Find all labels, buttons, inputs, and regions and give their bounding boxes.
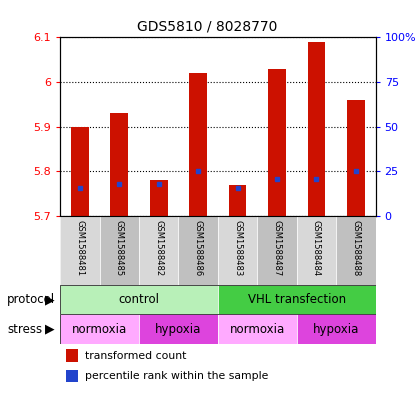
Text: ▶: ▶ xyxy=(44,293,54,306)
Bar xyxy=(297,216,336,285)
Text: GSM1588488: GSM1588488 xyxy=(352,220,360,276)
Bar xyxy=(60,314,139,344)
Bar xyxy=(66,349,78,362)
Text: GSM1588484: GSM1588484 xyxy=(312,220,321,276)
Bar xyxy=(218,314,297,344)
Bar xyxy=(110,113,128,216)
Text: hypoxia: hypoxia xyxy=(313,323,359,336)
Text: GSM1588481: GSM1588481 xyxy=(76,220,84,276)
Text: normoxia: normoxia xyxy=(229,323,285,336)
Bar xyxy=(100,216,139,285)
Bar xyxy=(178,216,218,285)
Bar xyxy=(336,216,376,285)
Bar xyxy=(347,100,365,216)
Text: GSM1588485: GSM1588485 xyxy=(115,220,124,276)
Text: GSM1588487: GSM1588487 xyxy=(273,220,281,276)
Bar xyxy=(139,314,218,344)
Text: transformed count: transformed count xyxy=(85,351,187,361)
Bar xyxy=(60,216,100,285)
Bar xyxy=(150,180,168,216)
Bar xyxy=(139,216,178,285)
Bar xyxy=(71,127,89,216)
Text: stress: stress xyxy=(7,323,42,336)
Bar xyxy=(308,42,325,216)
Bar xyxy=(218,216,257,285)
Text: VHL transfection: VHL transfection xyxy=(248,293,346,306)
Bar xyxy=(257,216,297,285)
Bar xyxy=(218,285,376,314)
Text: GSM1588483: GSM1588483 xyxy=(233,220,242,276)
Bar xyxy=(60,285,218,314)
Bar xyxy=(66,370,78,382)
Text: normoxia: normoxia xyxy=(72,323,127,336)
Text: protocol: protocol xyxy=(7,293,55,306)
Bar xyxy=(268,69,286,216)
Bar xyxy=(229,185,247,216)
Bar xyxy=(189,73,207,216)
Text: percentile rank within the sample: percentile rank within the sample xyxy=(85,371,269,381)
Text: GSM1588482: GSM1588482 xyxy=(154,220,163,276)
Text: GDS5810 / 8028770: GDS5810 / 8028770 xyxy=(137,19,278,33)
Text: GSM1588486: GSM1588486 xyxy=(194,220,203,276)
Text: control: control xyxy=(119,293,159,306)
Text: ▶: ▶ xyxy=(44,323,54,336)
Bar xyxy=(297,314,376,344)
Text: hypoxia: hypoxia xyxy=(155,323,202,336)
